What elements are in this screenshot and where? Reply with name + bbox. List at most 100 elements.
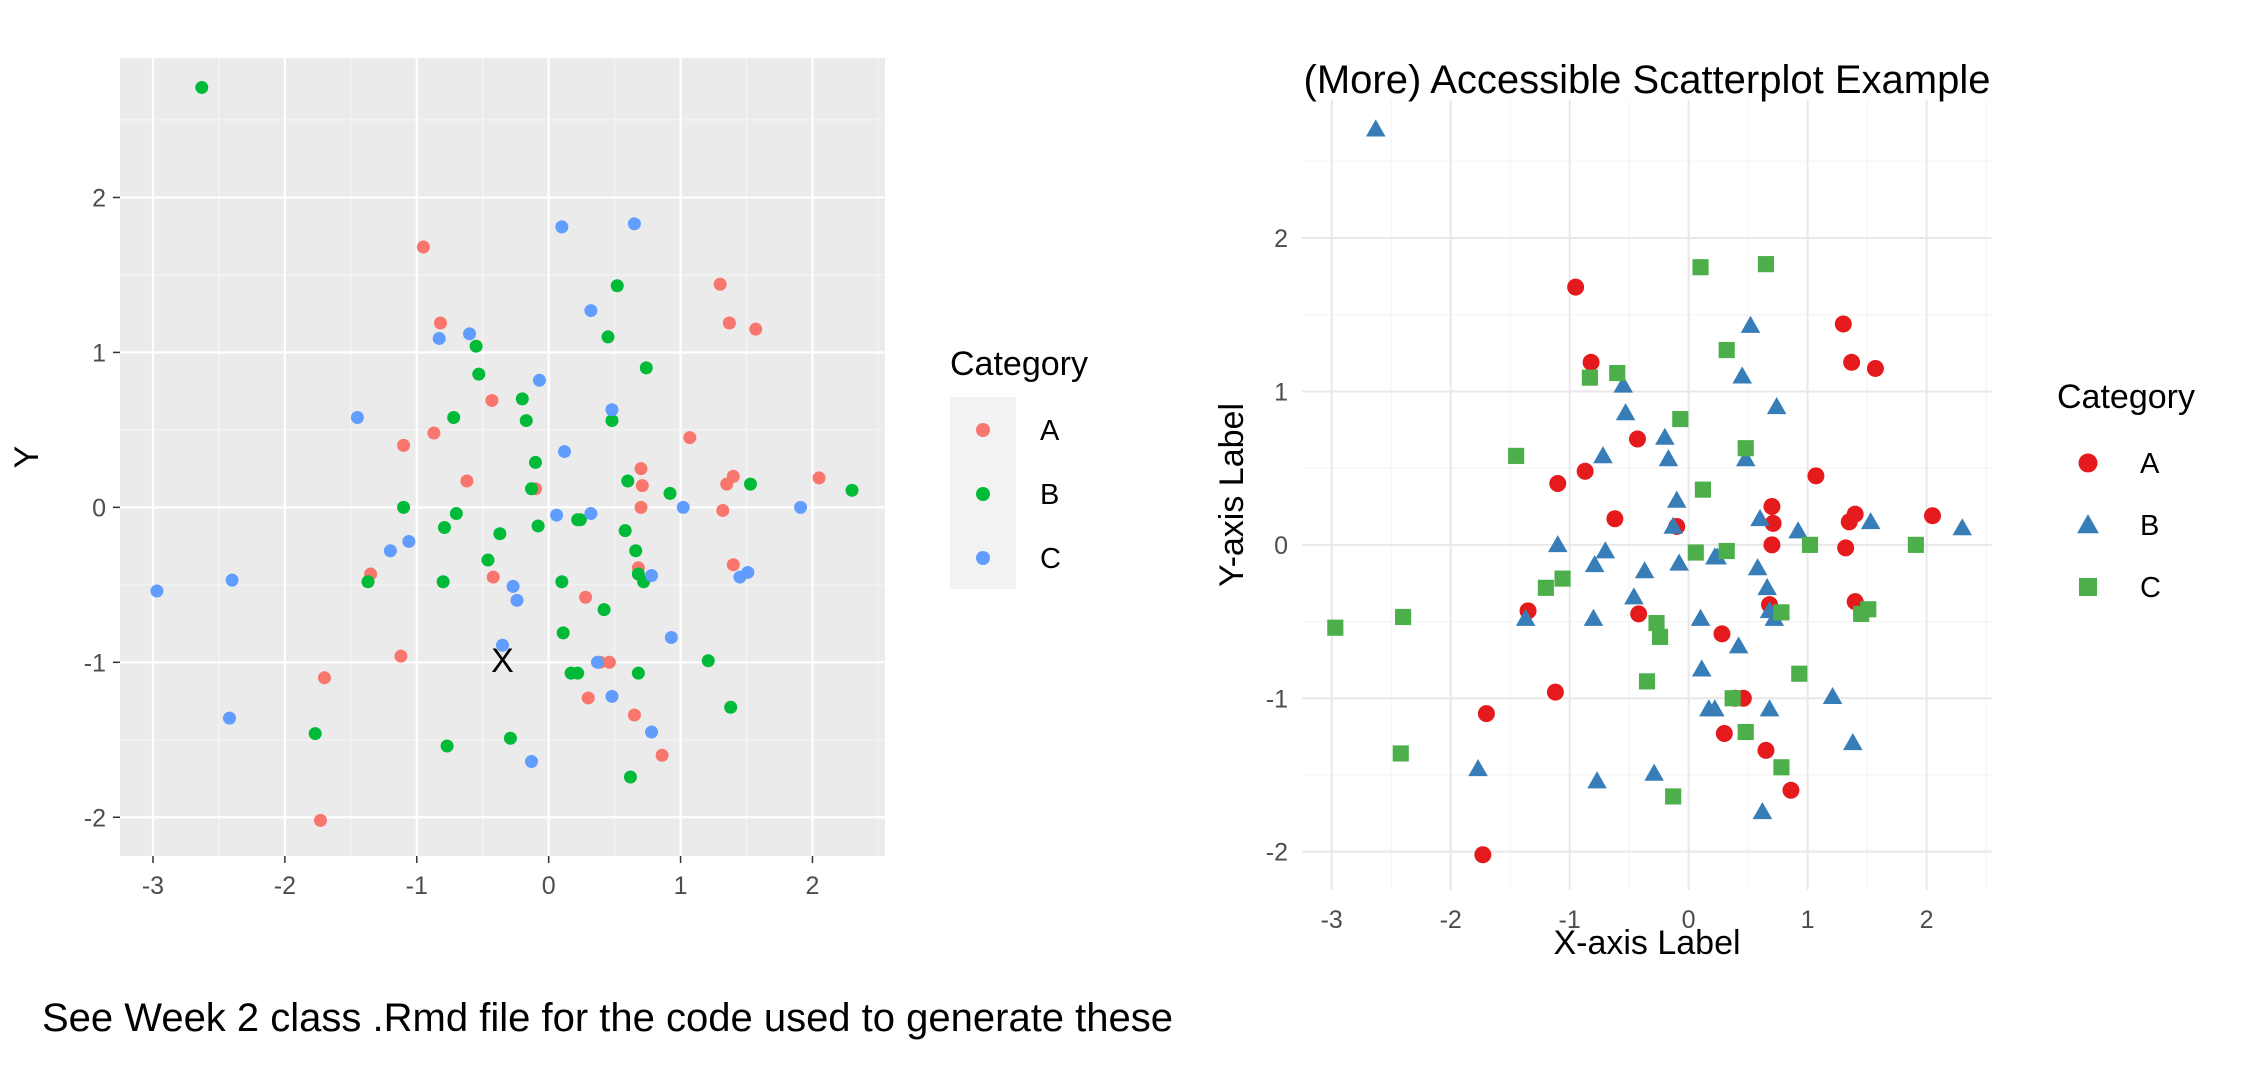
data-point-a (313, 813, 327, 827)
x-tick-label: -2 (274, 872, 296, 900)
data-point-b (1728, 636, 1749, 654)
data-point-c (1737, 440, 1754, 457)
data-point-a (713, 277, 727, 291)
data-point-c (645, 725, 659, 739)
data-point-a (1757, 741, 1775, 759)
data-point-a (1582, 353, 1600, 371)
legend-key-b (976, 487, 990, 501)
x-tick-label: 2 (806, 872, 820, 900)
data-point-b (629, 544, 643, 558)
data-point-a (1567, 278, 1585, 296)
data-point-a (1782, 781, 1800, 799)
data-point-b (531, 519, 545, 533)
x-axis-label: X-axis Label (1553, 924, 1740, 962)
data-point-c (794, 500, 808, 514)
data-point-c (1648, 615, 1665, 632)
data-point-a (1924, 507, 1942, 525)
data-point-a (579, 590, 593, 604)
data-point-b (1663, 516, 1683, 534)
x-tick-label: 1 (1801, 906, 1815, 934)
data-point-a (1628, 430, 1646, 448)
data-point-a (397, 438, 411, 452)
data-point-b (743, 477, 757, 491)
data-point-c (432, 331, 446, 345)
data-point-b (639, 361, 653, 375)
data-point-b (1613, 375, 1633, 393)
data-point-b (597, 603, 611, 617)
data-point-a (581, 691, 595, 705)
data-point-a (394, 649, 408, 663)
data-point-b (1584, 555, 1605, 573)
data-point-a (1866, 359, 1884, 377)
legend-label-a: A (2140, 448, 2160, 480)
data-point-b (1691, 659, 1712, 677)
y-axis-label: Y (8, 446, 46, 469)
x-tick-label: 1 (674, 872, 688, 900)
data-point-b (1707, 547, 1727, 565)
y-tick-label: -2 (84, 804, 106, 832)
data-point-c (1692, 259, 1709, 276)
data-point-b (1788, 521, 1808, 539)
data-point-a (635, 479, 649, 493)
data-point-a (749, 322, 763, 336)
data-point-c (1801, 536, 1819, 553)
data-point-a (1763, 536, 1781, 554)
data-point-b (503, 731, 517, 745)
data-point-b (1732, 366, 1752, 384)
data-point-b (1759, 699, 1780, 717)
data-point-b (631, 666, 645, 680)
data-point-b (724, 700, 738, 714)
data-point-c (664, 631, 678, 645)
data-point-c (1907, 536, 1924, 553)
x-tick-label: -1 (406, 872, 428, 900)
data-point-b (610, 279, 624, 293)
y-tick-label: 1 (92, 339, 106, 367)
data-point-b (1655, 427, 1675, 445)
data-point-b (308, 727, 322, 741)
data-point-c (584, 507, 598, 521)
data-point-c (350, 410, 364, 424)
data-point-a (486, 570, 500, 584)
data-point-b (1822, 686, 1843, 705)
data-point-b (515, 392, 529, 406)
data-point-b (1548, 535, 1568, 553)
right-scatterplot: -3 -2 -1 0 1 2 -2 -1 0 1 2 X-axis Label Y-axis Label… (1213, 58, 2195, 962)
data-point-b (573, 513, 587, 527)
data-point-b (1587, 771, 1607, 789)
data-point-a (722, 316, 736, 330)
x-tick-label: 0 (1682, 906, 1696, 934)
y-tick-label: 0 (1274, 532, 1288, 560)
y-tick-label: 2 (1274, 225, 1288, 253)
data-point-b (493, 527, 507, 541)
data-point-c (584, 304, 598, 318)
data-point-a (434, 316, 448, 330)
data-point-b (397, 500, 411, 514)
data-point-a (1807, 467, 1825, 485)
data-point-c (222, 711, 236, 725)
data-point-b (1658, 449, 1679, 467)
data-point-c (510, 593, 524, 607)
data-point-a (627, 708, 641, 722)
legend-key-a (2078, 453, 2098, 473)
data-point-c (645, 569, 659, 583)
data-point-a (1606, 510, 1624, 528)
data-point-a (427, 426, 441, 440)
data-point-c (1665, 788, 1682, 805)
data-point-c (550, 508, 564, 522)
data-point-b (436, 575, 450, 589)
data-point-c (1327, 619, 1344, 636)
data-point-b (618, 524, 632, 538)
y-tick-label: 0 (92, 494, 106, 522)
data-point-b (1860, 512, 1881, 530)
legend-key-b (2077, 514, 2099, 534)
legend-label-b: B (2140, 510, 2159, 542)
data-point-b (1593, 446, 1613, 464)
legend-key-c (2078, 577, 2098, 597)
data-point-a (1549, 474, 1567, 492)
data-point-c (1737, 723, 1754, 741)
data-point-c (532, 373, 546, 387)
data-point-a (1576, 462, 1594, 480)
data-point-a (634, 462, 648, 476)
data-point-b (1515, 608, 1536, 626)
